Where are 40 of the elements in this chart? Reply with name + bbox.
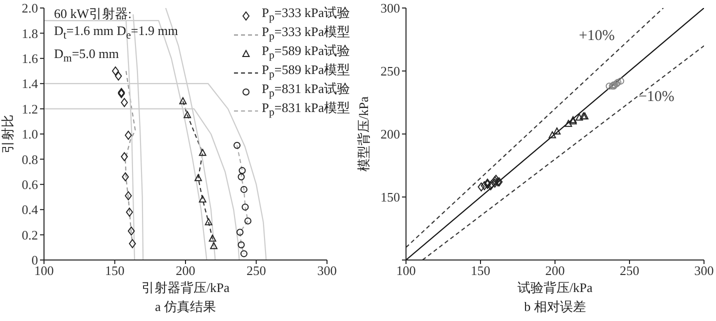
x-tick-label: 200 [545,263,565,278]
legend-label: P$_{p}$=831 kPa模型 [262,100,350,121]
x-tick-label: 250 [246,263,266,278]
legend-label: P$_{p}$=589 kPa试验 [262,43,350,63]
y-tick-label: 0.8 [22,152,38,167]
x-axis-title: 试验背压/kPa [516,279,594,297]
x-axis-title: 引射器背压/kPa [140,279,231,297]
annotation: +10% [578,28,615,46]
x-tick-label: 150 [105,263,124,278]
y-tick-label: 200 [380,126,400,142]
legend-label: P$_{p}$=831 kPa试验 [262,81,350,101]
legend-label: P$_{p}$=589 kPa模型 [262,62,350,82]
y-tick-label: 1.6 [22,51,38,66]
x-tick-label: 100 [396,263,416,278]
text: b 相对误差 [523,298,587,316]
legend-label: P$_{p}$=333 kPa试验 [262,5,350,25]
y-axis-title: 模型背压/kPa [355,96,372,172]
y-tick-label: 1.2 [22,101,38,116]
annotation: 60 kW引射器: [54,5,133,22]
y-tick-label: 1.0 [22,126,38,142]
y-tick-label: 0.2 [22,227,38,242]
y-axis-title: 引射比 [0,114,16,154]
x-tick-label: 300 [317,263,337,278]
x-tick-label: 300 [694,263,714,278]
y-tick-label: 250 [380,64,400,79]
y-tick-label: 1.4 [22,76,38,92]
x-tick-label: 150 [470,263,490,278]
annotation: D$_{m}$=5.0 mm [54,44,120,66]
y-tick-label: 0.4 [22,202,38,218]
y-tick-label: 300 [380,0,400,16]
y-tick-label: 150 [380,190,400,205]
text: a 仿真结果 [154,298,218,316]
annotation: −10% [638,88,674,106]
y-tick-label: 0.6 [22,177,38,192]
y-tick-label: 1.8 [22,26,38,41]
y-tick-label: 2.0 [22,0,38,16]
legend-label: P$_{p}$=333 kPa模型 [262,24,350,44]
x-tick-label: 200 [176,263,196,278]
x-tick-label: 250 [620,263,640,278]
annotation: D$_{t}$=1.6 mm D$_{e}$=1.9 mm [54,22,178,44]
